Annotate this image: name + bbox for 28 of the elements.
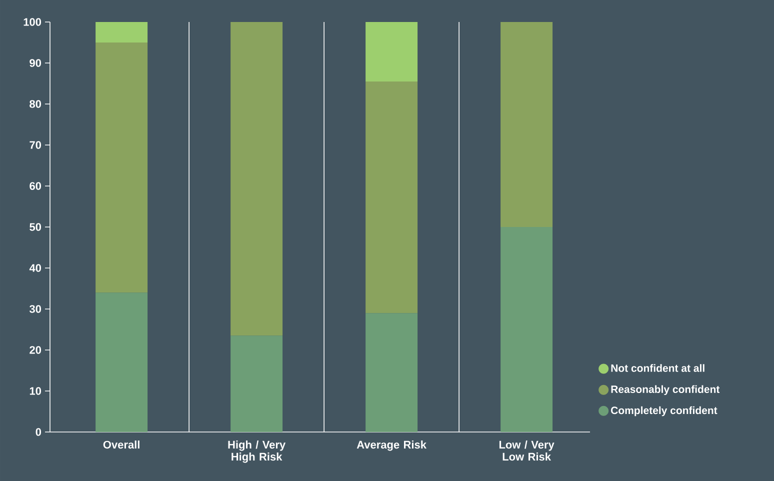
x-tick-label: Average Risk xyxy=(356,440,427,451)
legend-label: Reasonably confident xyxy=(611,385,720,396)
bar xyxy=(96,292,148,432)
y-tick-label: 50 xyxy=(30,223,42,231)
bar xyxy=(230,22,283,336)
bar xyxy=(366,22,418,82)
bar xyxy=(230,336,283,432)
x-tick-label: Low / Very Low Risk xyxy=(499,440,554,461)
y-tick-label: 60 xyxy=(30,182,42,190)
y-tick-label: 40 xyxy=(29,264,42,272)
bar xyxy=(96,42,148,293)
x-tick-label: High / Very High Risk xyxy=(228,440,286,463)
legend-label: Not confident at all xyxy=(611,364,704,372)
y-tick-label: 70 xyxy=(30,141,42,149)
legend-label: Completely confident xyxy=(611,406,718,416)
bar xyxy=(500,226,553,432)
x-tick-label: Overall xyxy=(103,440,140,449)
bar xyxy=(500,22,553,227)
bar xyxy=(366,313,418,432)
y-tick-label: 20 xyxy=(30,346,42,354)
y-tick-label: 0 xyxy=(36,428,42,436)
bar xyxy=(96,22,148,42)
y-tick-label: 100 xyxy=(24,18,42,26)
bar xyxy=(366,81,418,314)
y-tick-label: 80 xyxy=(30,100,42,108)
y-tick-label: 10 xyxy=(30,387,42,395)
y-tick-label: 90 xyxy=(30,59,42,67)
y-tick-label: 30 xyxy=(29,305,42,313)
